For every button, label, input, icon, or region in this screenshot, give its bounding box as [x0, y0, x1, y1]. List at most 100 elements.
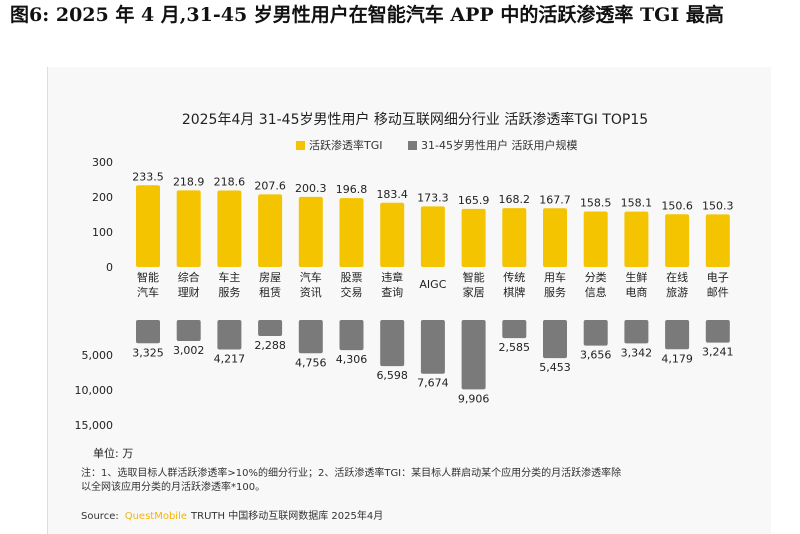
category-label-line: 租赁 [259, 285, 281, 299]
bottom-axis-tick: 5,000 [82, 349, 114, 362]
chart-title: 2025年4月 31-45岁男性用户 移动互联网细分行业 活跃渗透率TGI TO… [182, 111, 648, 128]
tgi-value-label: 158.1 [621, 197, 653, 210]
tgi-bar [420, 206, 445, 267]
category-label-line: 服务 [544, 286, 566, 299]
scale-value-label: 2,288 [254, 339, 286, 352]
category-label-line: 查询 [381, 285, 403, 299]
tgi-value-label: 196.8 [336, 183, 368, 196]
tgi-bar [543, 208, 567, 267]
scale-bar [665, 320, 690, 350]
category-label-line: 传统 [503, 271, 525, 284]
scale-value-label: 3,325 [132, 346, 164, 359]
category-labels: 智能汽车综合理财车主服务房屋租赁汽车资讯股票交易违章查询AIGC智能家居传统棋牌… [137, 270, 729, 299]
scale-value-label: 9,906 [458, 392, 490, 405]
scale-value-label: 3,002 [173, 344, 205, 357]
chart-canvas: 2025年4月 31-45岁男性用户 移动互联网细分行业 活跃渗透率TGI TO… [75, 111, 734, 522]
tgi-bar [461, 208, 486, 267]
source-line: Source: QuestMobile TRUTH 中国移动互联网数据库 2025年… [81, 509, 383, 522]
scale-value-label: 4,756 [295, 356, 327, 369]
category-label: 生鲜电商 [625, 270, 647, 299]
scale-bar [176, 320, 201, 342]
tgi-value-label: 200.3 [295, 182, 327, 195]
tgi-value-label: 168.2 [499, 193, 531, 206]
legend-swatch-scale [408, 141, 417, 150]
top-axis-tick: 200 [92, 191, 113, 204]
category-label-line: 交易 [341, 285, 363, 299]
category-label: 传统棋牌 [503, 271, 525, 299]
scale-value-label: 4,179 [661, 352, 693, 365]
category-label-line: 综合 [178, 270, 200, 284]
top-axis-tick: 100 [92, 226, 113, 239]
scale-value-label: 4,306 [336, 353, 368, 366]
category-label: 分类信息 [585, 270, 607, 299]
category-label-line: 智能 [463, 270, 485, 284]
scale-bar [298, 320, 323, 354]
category-label-line: 家居 [463, 285, 485, 299]
top-axis-tick: 300 [92, 156, 113, 169]
tgi-value-label: 150.6 [661, 199, 693, 212]
category-label-line: 旅游 [666, 285, 688, 299]
scale-value-label: 4,217 [214, 353, 246, 366]
tgi-value-label: 158.5 [580, 197, 612, 210]
tgi-value-label: 173.3 [417, 191, 449, 204]
source-rest: TRUTH 中国移动互联网数据库 2025年4月 [190, 509, 383, 522]
legend-label-tgi: 活跃渗透率TGI [309, 138, 383, 152]
scale-bar [461, 320, 486, 390]
category-label: 违章查询 [381, 270, 403, 299]
tgi-value-label: 218.9 [173, 175, 205, 188]
tgi-value-label: 183.4 [376, 188, 408, 201]
category-label: 在线旅游 [666, 270, 688, 299]
tgi-value-label: 207.6 [254, 179, 286, 192]
note-line-2: 以全网该应用分类的月活跃渗透率*100。 [81, 480, 265, 493]
bottom-axis-tick: 10,000 [75, 384, 114, 397]
tgi-bar [665, 214, 690, 267]
category-label: 智能家居 [463, 270, 485, 299]
category-label-line: 邮件 [707, 286, 729, 299]
tgi-bar [502, 208, 527, 267]
scale-bar [136, 320, 160, 344]
category-label: AIGC [419, 278, 446, 291]
category-label: 用车服务 [544, 270, 566, 299]
category-label-line: 用车 [544, 270, 566, 284]
category-label-line: 智能 [137, 270, 159, 284]
source-label: Source: [81, 511, 119, 522]
bottom-axis-tick: 15,000 [75, 419, 114, 432]
unit-label: 单位: 万 [93, 446, 133, 460]
category-label-line: 资讯 [300, 286, 322, 299]
category-label-line: 在线 [666, 270, 688, 284]
tgi-bar [624, 211, 649, 267]
tgi-value-label: 233.5 [132, 170, 164, 183]
category-label-line: 理财 [178, 285, 200, 299]
legend: 活跃渗透率TGI 31-45岁男性用户 活跃用户规模 [296, 138, 577, 152]
top-axis: 300 200 100 0 [92, 156, 113, 274]
scale-value-label: 6,598 [376, 369, 408, 382]
scale-value-label: 5,453 [539, 361, 571, 374]
tgi-value-label: 150.3 [702, 199, 734, 212]
tgi-value-label: 167.7 [539, 193, 571, 206]
scale-bar [624, 320, 649, 344]
tgi-bars: 233.5 218.9 218.6 207.6 200.3 196.8 183.4 173.3… [132, 170, 734, 267]
top-axis-tick: 0 [106, 261, 113, 274]
category-label: 房屋租赁 [259, 271, 281, 299]
scale-bar [380, 320, 405, 367]
scale-value-label: 3,342 [621, 346, 653, 359]
category-label-line: AIGC [419, 278, 446, 291]
category-label-line: 分类 [585, 270, 607, 284]
scale-bar [420, 320, 445, 374]
scale-value-label: 3,656 [580, 349, 612, 362]
scale-bar [502, 320, 527, 339]
legend-label-scale: 31-45岁男性用户 活跃用户规模 [421, 138, 577, 152]
category-label-line: 棋牌 [503, 285, 525, 299]
category-label: 车主服务 [218, 270, 240, 299]
legend-swatch-tgi [296, 141, 305, 150]
tgi-bar [217, 190, 242, 267]
scale-value-label: 3,241 [702, 346, 734, 359]
category-label-line: 信息 [585, 285, 607, 299]
category-label-line: 电商 [625, 285, 647, 299]
tgi-bar [298, 196, 323, 267]
tgi-value-label: 218.6 [214, 175, 246, 188]
category-label-line: 生鲜 [625, 270, 647, 284]
category-label: 股票交易 [341, 271, 363, 299]
tgi-bar [339, 198, 364, 267]
category-label-line: 股票 [341, 271, 363, 284]
